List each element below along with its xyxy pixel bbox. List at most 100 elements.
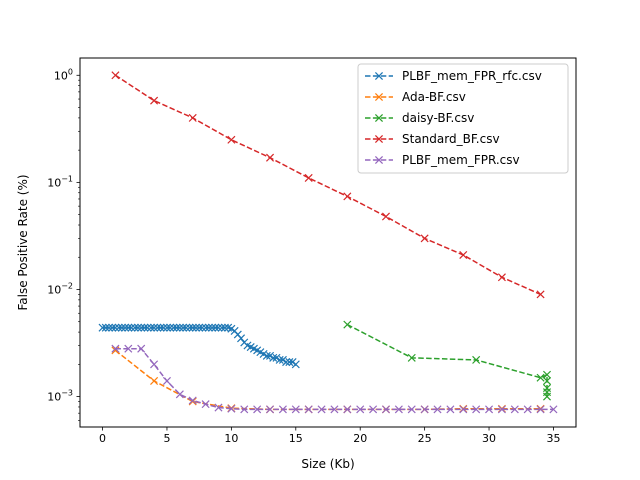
data-point-marker <box>185 323 194 332</box>
data-point-marker <box>542 376 552 385</box>
data-point-marker <box>536 373 545 382</box>
legend-item: Standard_BF.csv <box>365 132 500 146</box>
data-point-marker <box>169 323 178 332</box>
data-point-marker <box>127 323 136 332</box>
data-point-marker <box>278 405 287 414</box>
legend-item: daisy-BF.csv <box>365 111 474 125</box>
data-point-marker <box>472 405 481 414</box>
data-point-marker <box>262 351 271 360</box>
data-point-marker <box>98 323 107 332</box>
legend-box <box>357 63 569 174</box>
legend-marker <box>374 92 384 102</box>
data-point-marker <box>150 376 159 385</box>
y-tick-exponent: −2 <box>61 281 73 290</box>
data-point-marker <box>114 323 123 332</box>
data-point-marker <box>188 323 197 332</box>
data-point-marker <box>459 250 468 259</box>
data-point-marker <box>330 405 339 414</box>
y-tick-label: 10−2 <box>47 281 73 296</box>
data-point-marker <box>104 323 114 332</box>
y-tick-label: 10−3 <box>47 389 73 404</box>
data-point-marker <box>394 405 403 414</box>
data-point-marker <box>343 192 352 201</box>
x-tick-label: 30 <box>482 432 496 445</box>
data-point-marker <box>172 323 181 332</box>
y-tick-base: 10 <box>47 391 61 404</box>
data-point-marker <box>472 355 481 364</box>
data-point-marker <box>304 173 313 182</box>
legend: PLBF_mem_FPR_rfc.csv Ada-BF.csv daisy-BF.c… <box>357 63 569 174</box>
data-point-marker <box>153 323 162 332</box>
data-point-marker <box>282 358 291 367</box>
data-point-marker <box>162 376 171 385</box>
x-tick-label: 15 <box>289 432 303 445</box>
data-point-marker <box>240 405 249 414</box>
data-point-marker <box>159 323 168 332</box>
data-point-marker <box>237 334 246 343</box>
data-point-marker <box>166 323 175 332</box>
data-point-marker <box>275 355 284 364</box>
data-point-marker <box>124 344 133 353</box>
data-point-marker <box>140 323 149 332</box>
data-point-marker <box>204 323 213 332</box>
data-point-marker <box>156 323 165 332</box>
data-point-marker <box>497 405 506 414</box>
data-point-marker <box>150 96 159 105</box>
y-tick-exponent: −1 <box>61 174 73 183</box>
series-4 <box>111 344 558 414</box>
data-point-marker <box>266 153 275 162</box>
data-point-marker <box>143 323 152 332</box>
data-point-marker <box>291 405 300 414</box>
data-point-marker <box>146 323 155 332</box>
data-point-marker <box>121 323 130 332</box>
x-axis: 0 5 10 15 20 25 30 35 <box>99 427 560 445</box>
series-line <box>115 347 554 411</box>
data-point-marker <box>227 404 236 413</box>
x-tick-label: 25 <box>418 432 432 445</box>
data-point-marker <box>208 323 217 332</box>
data-point-marker <box>188 396 197 405</box>
data-point-marker <box>291 360 300 369</box>
data-point-marker <box>446 405 455 414</box>
data-point-marker <box>150 360 159 369</box>
series-0 <box>98 323 300 369</box>
data-point-marker <box>227 135 236 144</box>
data-point-marker <box>108 323 117 332</box>
legend-marker <box>374 134 384 144</box>
x-tick-label: 5 <box>163 432 170 445</box>
data-point-marker <box>175 323 184 332</box>
y-tick-label: 100 <box>54 67 73 82</box>
y-tick-exponent: 0 <box>68 67 73 76</box>
data-point-marker <box>343 405 352 414</box>
data-point-marker <box>201 323 210 332</box>
data-point-marker <box>101 323 110 332</box>
data-point-marker <box>269 353 278 362</box>
data-point-marker <box>459 405 468 414</box>
legend-item: PLBF_mem_FPR.csv <box>365 153 520 167</box>
y-tick-exponent: −3 <box>61 389 73 398</box>
data-point-marker <box>137 344 146 353</box>
data-point-marker <box>191 323 200 332</box>
data-point-marker <box>111 344 120 353</box>
series-layer <box>98 71 558 414</box>
data-point-marker <box>420 234 429 243</box>
legend-marker <box>374 155 384 165</box>
data-point-marker <box>497 273 506 282</box>
data-point-marker <box>130 323 139 332</box>
x-tick-label: 35 <box>546 432 560 445</box>
plot-frame <box>79 57 577 428</box>
data-point-marker <box>536 290 545 299</box>
data-point-marker <box>485 405 494 414</box>
legend-label: PLBF_mem_FPR.csv <box>402 153 520 167</box>
data-point-marker <box>542 392 552 401</box>
data-point-marker <box>285 358 294 367</box>
data-point-marker <box>381 405 390 414</box>
data-point-marker <box>162 323 171 332</box>
y-tick-base: 10 <box>54 69 68 82</box>
data-point-marker <box>137 323 146 332</box>
x-axis-label: Size (Kb) <box>301 457 354 471</box>
legend-label: PLBF_mem_FPR_rfc.csv <box>402 69 542 83</box>
data-point-marker <box>182 323 191 332</box>
